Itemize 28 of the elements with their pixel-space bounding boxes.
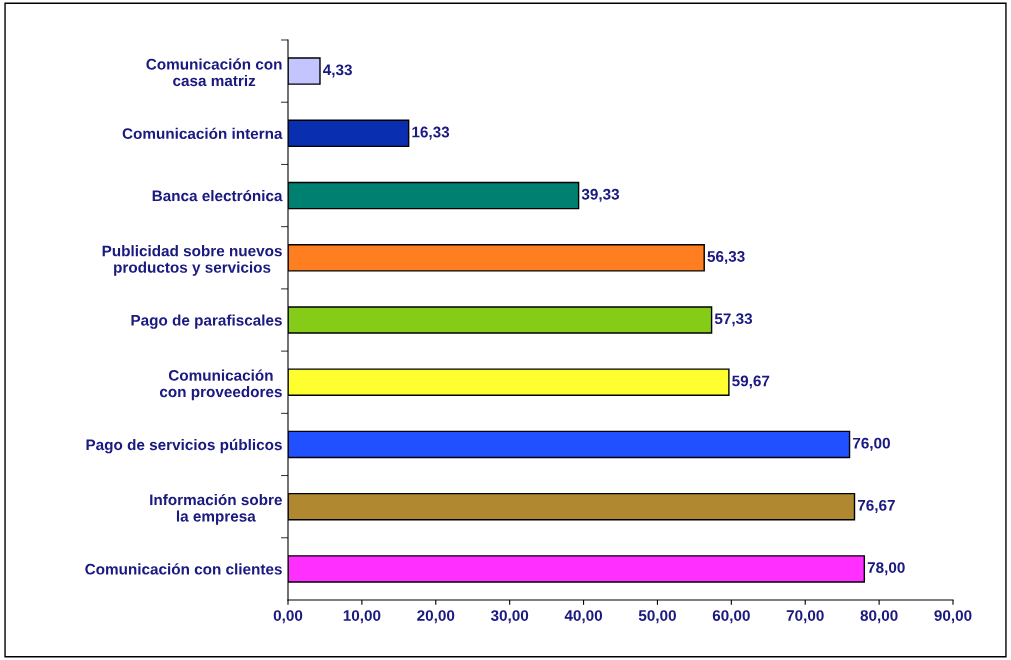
y-tick-label: Publicidad sobre nuevos productos y servicios: [102, 245, 282, 276]
x-tick-label: 10,00: [343, 610, 381, 624]
data-label: 78,00: [867, 562, 905, 576]
y-tick-label: Información sobre la empresa: [150, 493, 282, 525]
x-tick-label: 60,00: [712, 610, 750, 624]
y-tick-label: Comunicación con proveedores: [159, 369, 282, 401]
data-label: 16,33: [412, 126, 450, 140]
x-tick-label: 70,00: [786, 610, 824, 624]
x-tick-label: 40,00: [564, 610, 603, 624]
y-tick-label: Comunicación interna: [122, 127, 283, 140]
data-label: 4,33: [323, 64, 352, 78]
data-label: 56,33: [707, 251, 745, 265]
x-tick-label: 50,00: [638, 610, 676, 624]
data-label: 76,67: [857, 499, 895, 513]
data-label: 59,67: [732, 375, 770, 389]
x-tick-label: 30,00: [490, 610, 529, 624]
y-tick-label: Pago de parafiscales: [131, 314, 282, 329]
y-tick-label: Pago de servicios públicos: [86, 438, 282, 454]
y-tick-label: Banca electrónica: [152, 189, 283, 202]
data-label: 39,33: [581, 188, 620, 202]
data-label: 76,00: [852, 437, 890, 451]
y-tick-label: Comunicación con casa matriz: [146, 58, 282, 87]
data-label: 57,33: [714, 313, 753, 327]
x-tick-label: 90,00: [934, 610, 972, 624]
x-tick-label: 0,00: [273, 610, 303, 624]
y-tick-label: Comunicación con clientes: [85, 563, 282, 575]
x-tick-label: 20,00: [417, 610, 455, 624]
x-tick-label: 80,00: [860, 610, 898, 624]
